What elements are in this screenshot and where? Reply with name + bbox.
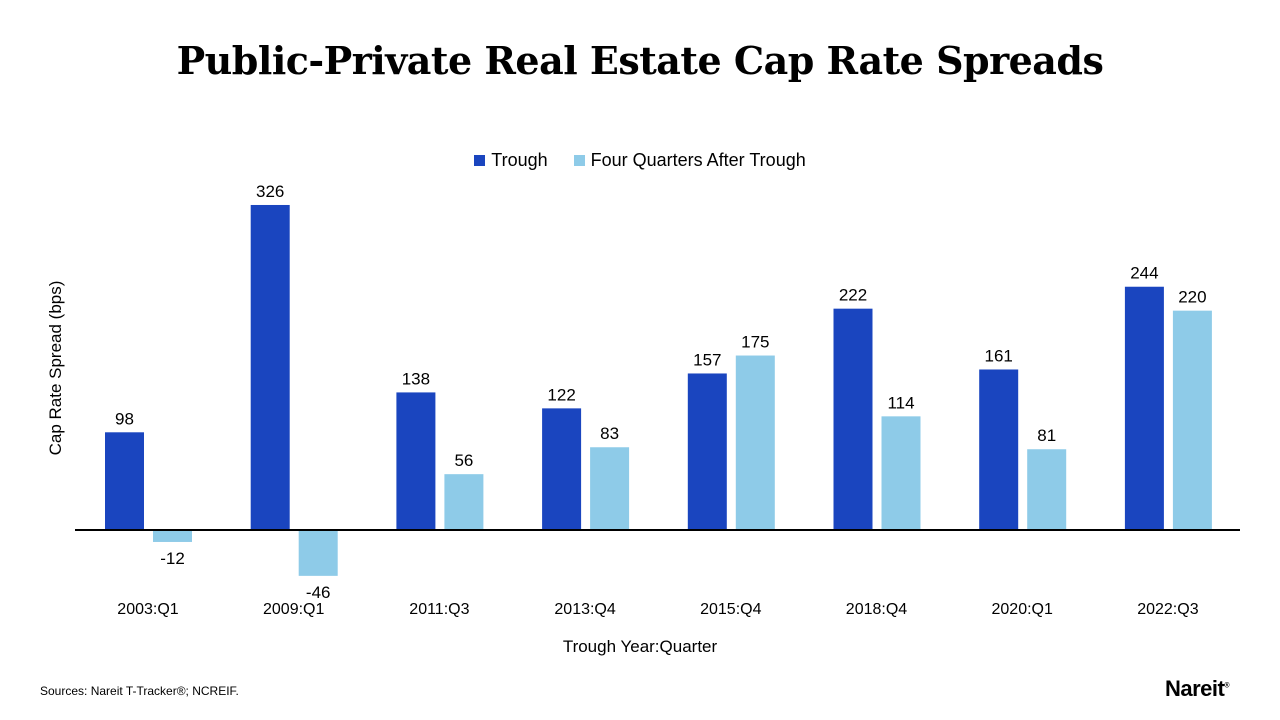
nareit-logo: Nareit® [1165, 676, 1230, 701]
data-label: 222 [839, 286, 867, 305]
bar-four-quarters-2020:Q1 [1027, 449, 1067, 530]
bar-trough-2011:Q3 [396, 392, 436, 530]
data-label: 122 [547, 385, 575, 404]
bar-trough-2003:Q1 [105, 432, 144, 530]
legend: Trough Four Quarters After Trough [0, 150, 1280, 171]
data-label: 98 [115, 409, 134, 428]
data-label: 114 [887, 393, 914, 412]
bar-trough-2013:Q4 [542, 408, 582, 530]
bar-four-quarters-2003:Q1 [153, 530, 192, 542]
data-label: 56 [454, 451, 473, 470]
bar-four-quarters-2009:Q1 [298, 530, 338, 576]
data-label: 83 [600, 424, 619, 443]
bar-four-quarters-2015:Q4 [735, 355, 775, 530]
data-label: 220 [1178, 288, 1206, 307]
x-tick-label: 2022:Q3 [1137, 601, 1198, 618]
bar-trough-2015:Q4 [687, 373, 727, 530]
y-axis-label: Cap Rate Spread (bps) [46, 281, 65, 456]
x-tick-label: 2011:Q3 [409, 601, 469, 618]
x-tick-label: 2018:Q4 [846, 601, 907, 618]
data-label: -46 [306, 583, 331, 602]
bar-four-quarters-2013:Q4 [590, 447, 630, 530]
data-label: 161 [985, 346, 1013, 365]
data-label: 157 [693, 350, 721, 369]
legend-label: Trough [491, 150, 548, 170]
bar-trough-2022:Q3 [1124, 286, 1164, 530]
x-axis-label: Trough Year:Quarter [563, 637, 718, 656]
source-note: Sources: Nareit T-Tracker®; NCREIF. [40, 684, 239, 698]
x-tick-label: 2009:Q1 [263, 601, 324, 618]
legend-swatch-trough [474, 155, 486, 166]
x-tick-label: 2013:Q4 [554, 601, 615, 618]
x-tick-label: 2003:Q1 [117, 601, 178, 618]
bar-trough-2018:Q4 [833, 308, 873, 530]
data-label: 81 [1037, 426, 1056, 445]
data-label: 326 [256, 182, 284, 201]
bar-four-quarters-2022:Q3 [1172, 310, 1212, 530]
bar-four-quarters-2011:Q3 [444, 474, 484, 530]
x-tick-label: 2015:Q4 [700, 601, 761, 618]
chart-title: Public-Private Real Estate Cap Rate Spre… [176, 38, 1104, 83]
x-tick-label: 2020:Q1 [992, 601, 1053, 618]
data-label: 244 [1130, 264, 1158, 283]
data-label: 138 [402, 369, 430, 388]
legend-item-four-quarters: Four Quarters After Trough [573, 150, 806, 171]
data-label: -12 [160, 549, 185, 568]
bar-trough-2009:Q1 [250, 204, 290, 530]
bar-four-quarters-2018:Q4 [881, 416, 921, 530]
bar-trough-2020:Q1 [979, 369, 1019, 530]
legend-item-trough: Trough [474, 150, 548, 171]
data-label: 175 [741, 333, 769, 352]
legend-swatch-four-quarters [573, 155, 585, 166]
legend-label: Four Quarters After Trough [590, 150, 806, 170]
